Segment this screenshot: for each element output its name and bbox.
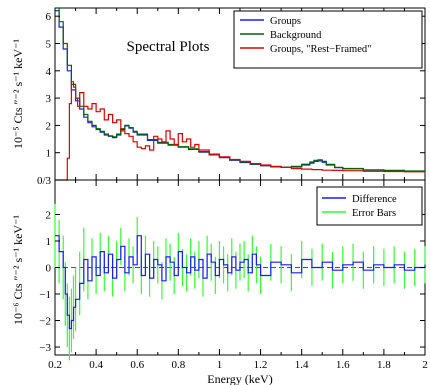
xtick-label: 0.4: [89, 359, 103, 371]
top-ytick-label: 4: [46, 66, 52, 78]
bottom-legend: Difference Error Bars: [316, 186, 423, 226]
top-ticks-group: 1 2 3 4 5 6: [46, 8, 426, 180]
bottom-ytick-label: −2: [39, 316, 51, 328]
xtick-label: 2: [422, 359, 428, 371]
bottom-ytick-label: 0: [46, 263, 52, 275]
xtick-label: 0.6: [130, 359, 144, 371]
legend-label-background: Background: [270, 30, 322, 41]
xtick-label: 0.2: [48, 359, 62, 371]
xtick-label: 1.8: [377, 359, 391, 371]
xtick-label: 0.8: [171, 359, 185, 371]
legend-label-groups-rest-framed: Groups, "Rest−Framed": [270, 44, 371, 55]
bottom-ytick-label: −3: [39, 342, 51, 354]
top-ytick-label: 3: [46, 93, 52, 105]
bottom-series-group: [54, 203, 426, 361]
bottom-ytick-label: 1: [46, 236, 52, 248]
top-ytick-label: 1: [46, 148, 52, 160]
xtick-label: 1.4: [295, 359, 309, 371]
top-ytick-label: 6: [46, 11, 52, 23]
top-ytick-label: 2: [46, 120, 52, 132]
series-groups-rest-framed-line: [55, 81, 426, 181]
xtick-label: 1: [217, 359, 223, 371]
top-plot-title: Spectral Plots: [127, 39, 210, 55]
top-ytick-label: 5: [46, 38, 52, 50]
bottom-y-axis-title: 10⁻⁶ Cts ″⁻² s⁻¹ keV⁻¹: [11, 215, 25, 325]
top-legend-items: Groups Background Groups, "Rest−Framed": [240, 16, 371, 55]
bottom-legend-box: [316, 186, 423, 226]
bottom-ytick-label: 2: [46, 209, 52, 221]
top-series-group: [55, 7, 426, 181]
series-difference-line: [55, 235, 426, 330]
xtick-label: 1.6: [336, 359, 350, 371]
top-legend-box: [233, 10, 423, 69]
x-axis-title: Energy (keV): [207, 372, 272, 385]
legend-label-error-bars: Error Bars: [352, 208, 396, 219]
bottom-panel: −3 −2 −1 0 1 2 0.2 0.4 0.6 0.8 1 1.2 1.4 1.6 1.8 2 10⁻⁶…: [11, 179, 428, 385]
bottom-legend-items: Difference Error Bars: [322, 194, 397, 219]
legend-label-difference: Difference: [352, 194, 397, 205]
legend-label-groups: Groups: [270, 16, 301, 27]
bottom-ticks-group: −3 −2 −1 0 1 2 0.2 0.4 0.6 0.8 1 1.2 1.4 1.6 1.8 2: [39, 180, 428, 371]
top-legend: Groups Background Groups, "Rest−Framed": [233, 10, 423, 69]
xtick-label: 1.2: [254, 359, 268, 371]
top-panel: 1 2 3 4 5 6 Spectral Plots 10⁻⁵ Cts ″⁻² s⁻¹ k…: [11, 7, 426, 187]
top-bottom-label: 0/3: [37, 175, 52, 187]
bottom-ytick-label: −1: [39, 289, 51, 301]
top-y-axis-title: 10⁻⁵ Cts ″⁻² s⁻¹ keV⁻¹: [11, 39, 25, 149]
